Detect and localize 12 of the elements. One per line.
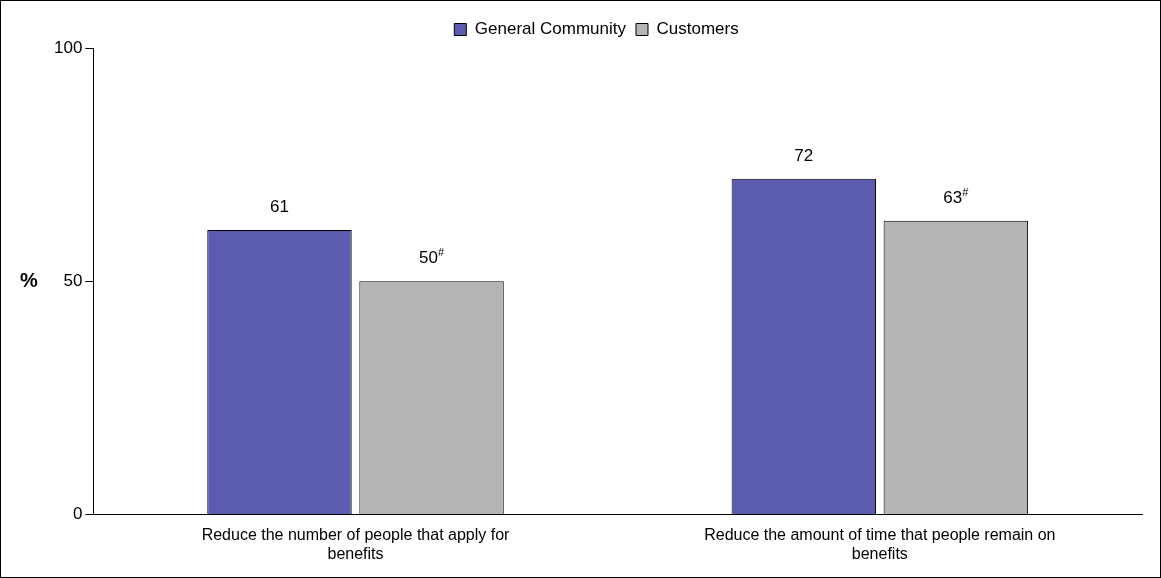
y-tick-label: 0 — [72, 504, 83, 524]
y-tick-label: 50 — [63, 270, 83, 290]
x-tick-label: Reduce the number of people that apply for benefits — [201, 525, 511, 562]
data-label: 72 — [794, 145, 814, 165]
legend-label: General Community — [474, 19, 627, 39]
y-axis-title: % — [20, 268, 39, 291]
data-label: 50# — [419, 246, 445, 268]
legend-label: Customers — [656, 19, 739, 39]
data-label: 63# — [943, 185, 970, 207]
x-tick-label: Reduce the amount of time that people remain on benefits — [704, 525, 1056, 562]
y-tick-label: 100 — [53, 37, 83, 57]
data-label: 61 — [270, 196, 289, 216]
